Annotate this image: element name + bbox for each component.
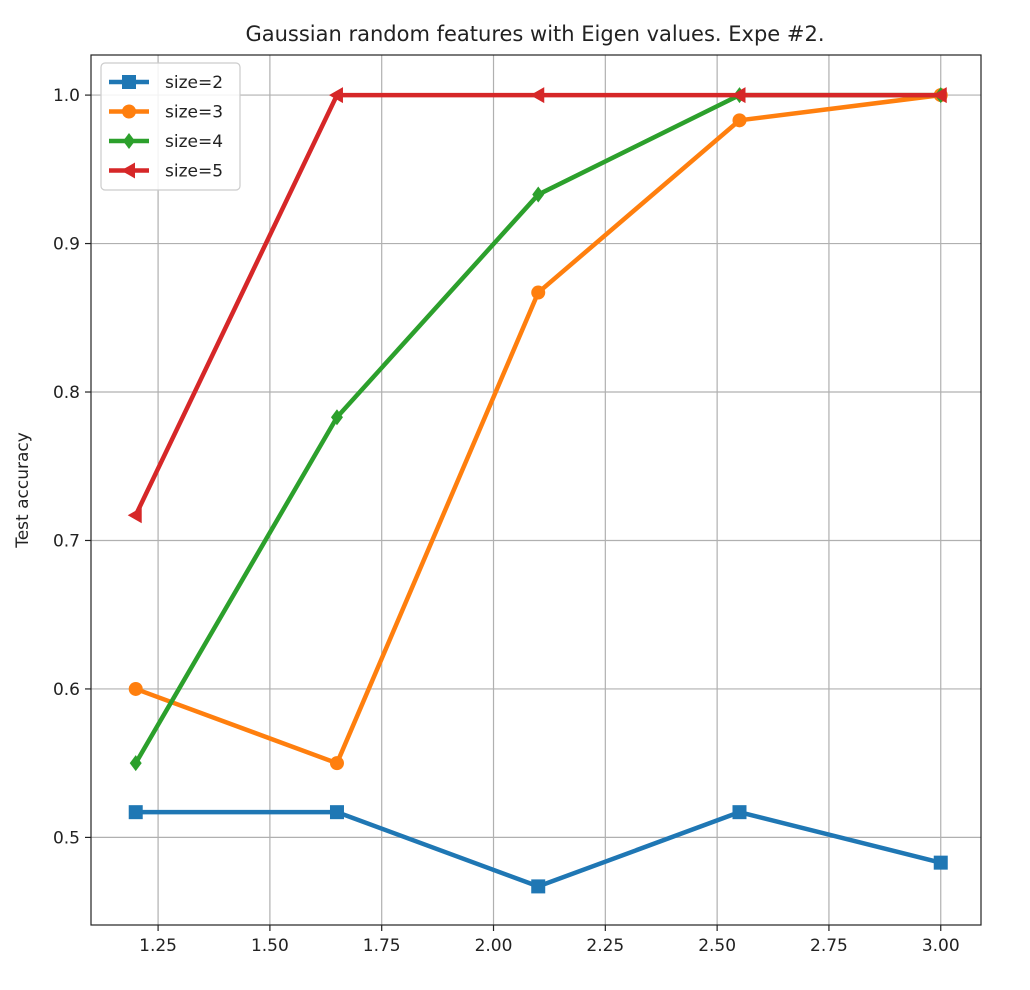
- legend-marker: [122, 104, 136, 119]
- data-point: [932, 87, 947, 104]
- data-point: [329, 756, 344, 771]
- data-point: [127, 507, 142, 524]
- legend-marker: [122, 75, 136, 89]
- data-point: [531, 879, 546, 894]
- y-tick-label: 1.0: [53, 86, 80, 106]
- axis-ticks: 1.25 1.50 1.75 2.00 2.25 2.50 2.75 3.00 0.5 0.6 0.…: [53, 86, 960, 956]
- chart-title: Gaussian random features with Eigen valu…: [245, 22, 824, 46]
- x-tick-label: 2.00: [475, 936, 513, 956]
- x-tick-label: 1.25: [139, 936, 177, 956]
- legend-label: size=2: [165, 73, 223, 93]
- x-tick-label: 1.75: [363, 936, 401, 956]
- series-size-4: [129, 87, 947, 772]
- x-tick-label: 3.00: [922, 936, 960, 956]
- data-point: [531, 285, 546, 300]
- series-line: [133, 92, 941, 517]
- legend-marker: [121, 162, 135, 179]
- data-point: [530, 87, 545, 104]
- x-tick-label: 1.50: [251, 936, 289, 956]
- data-point: [732, 113, 747, 128]
- data-point: [732, 805, 747, 820]
- legend-item: size=3: [109, 103, 223, 123]
- plot-area-frame: [90, 54, 982, 926]
- data-point: [129, 755, 142, 772]
- legend-item: size=4: [109, 132, 223, 152]
- x-tick-label: 2.75: [810, 936, 848, 956]
- data-point: [128, 805, 143, 820]
- x-tick-label: 2.50: [698, 936, 736, 956]
- legend: size=2 size=3 size=4 size=5: [100, 62, 241, 191]
- data-point: [328, 87, 343, 104]
- data-point: [933, 855, 948, 870]
- legend-item: size=2: [109, 73, 223, 93]
- y-tick-label: 0.6: [53, 680, 80, 700]
- y-axis-label: Test accuracy: [13, 432, 33, 549]
- x-tick-label: 2.25: [586, 936, 624, 956]
- data-point: [731, 87, 746, 104]
- legend-label: size=3: [165, 103, 223, 123]
- series-size-5: [127, 87, 947, 524]
- y-tick-label: 0.7: [53, 531, 80, 551]
- y-tick-label: 0.5: [53, 828, 80, 848]
- series-size-2: [128, 805, 948, 894]
- legend-item: size=5: [109, 162, 223, 182]
- plot-series: [127, 87, 948, 894]
- legend-marker: [123, 133, 135, 149]
- data-point: [329, 805, 344, 820]
- y-tick-label: 0.9: [53, 235, 80, 255]
- y-tick-label: 0.8: [53, 383, 80, 403]
- legend-label: size=4: [165, 132, 223, 152]
- data-point: [330, 409, 343, 426]
- series-line: [135, 809, 942, 889]
- legend-box: [100, 62, 241, 191]
- data-point: [532, 186, 545, 203]
- legend-label: size=5: [165, 162, 223, 182]
- data-point: [128, 681, 143, 696]
